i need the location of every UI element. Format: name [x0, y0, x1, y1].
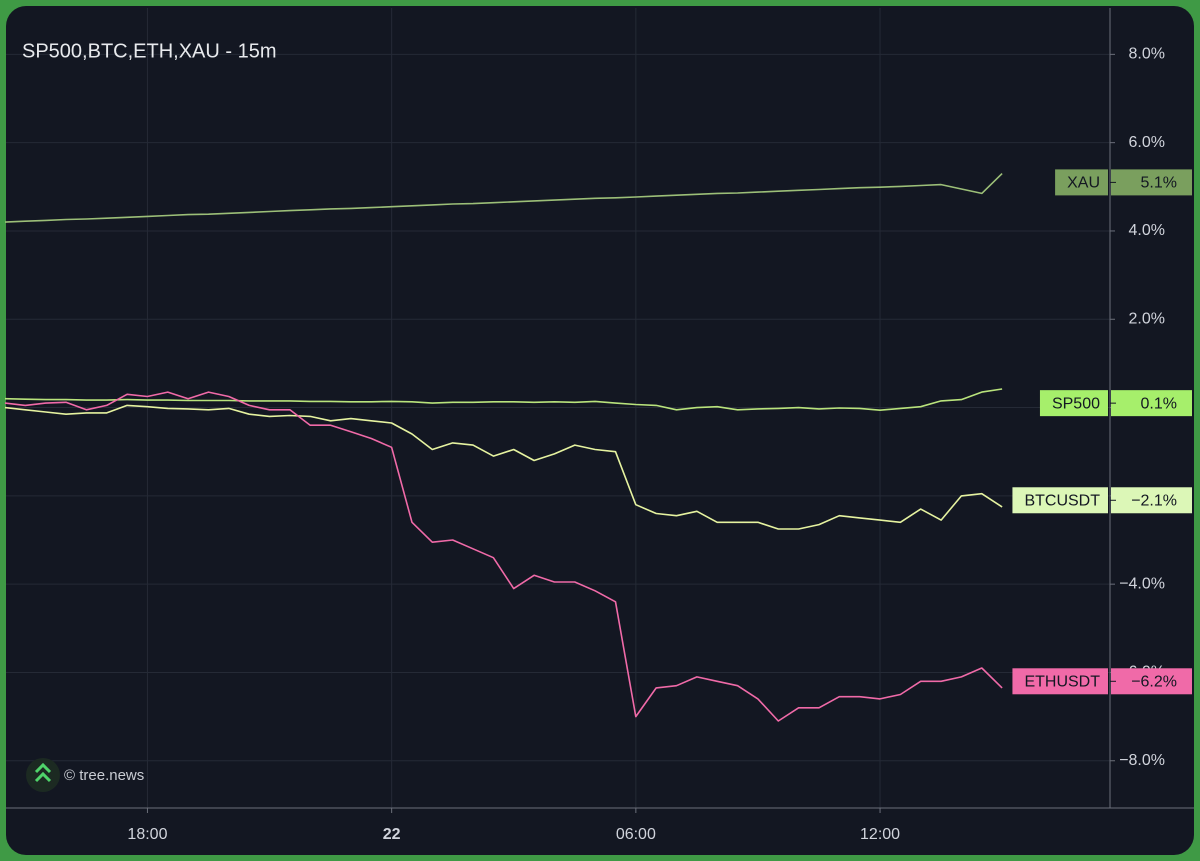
badge-value-bg [1111, 390, 1192, 417]
watermark-text: © tree.news [64, 767, 144, 784]
y-tick-label: −8.0% [1119, 752, 1165, 769]
badge-value-label: −6.2% [1131, 674, 1177, 691]
series-layer [4, 173, 1003, 722]
price-badge: ETHUSDT −6.2% [1012, 668, 1192, 695]
y-tick-label: 6.0% [1129, 134, 1165, 151]
legend-label: SP500 [1052, 395, 1100, 412]
price-badge: XAU 5.1% [1055, 169, 1192, 196]
badge-value-bg [1111, 169, 1192, 196]
grid-layer [6, 8, 1110, 808]
series-line [4, 404, 1003, 530]
badge-value-label: 5.1% [1141, 175, 1177, 192]
y-tick-label: 8.0% [1129, 46, 1165, 63]
y-tick-label: −4.0% [1119, 575, 1165, 592]
badge-name-bg [1039, 390, 1108, 417]
y-tick-label: 2.0% [1129, 310, 1165, 327]
badge-value-bg [1111, 668, 1192, 695]
badge-value-label: 0.1% [1141, 395, 1177, 412]
legend-label: XAU [1067, 175, 1100, 192]
badge-name-bg [1055, 169, 1108, 196]
chart-panel [6, 6, 1194, 855]
chart-title: SP500,BTC,ETH,XAU - 15m [22, 40, 277, 62]
badge-name-bg [1012, 487, 1108, 514]
legend-label: ETHUSDT [1024, 674, 1100, 691]
series-line [4, 173, 1003, 223]
watermark-icon-arrows [34, 762, 52, 783]
x-tick-label: 06:00 [616, 826, 656, 843]
x-tick-label: 18:00 [127, 826, 167, 843]
badge-name-bg [1012, 668, 1108, 695]
series-line [4, 391, 1003, 722]
price-badge: BTCUSDT −2.1% [1012, 487, 1192, 514]
price-badge: SP500 0.1% [1039, 390, 1192, 417]
legend-label: BTCUSDT [1024, 492, 1100, 509]
badge-value-bg [1111, 487, 1192, 514]
watermark: © tree.news [26, 758, 144, 792]
x-tick-label: 12:00 [860, 826, 900, 843]
badges-layer: XAU 5.1% SP500 0.1% BTCUSDT −2.1% ETHUSDT −6.2% [1012, 169, 1192, 695]
badge-value-label: −2.1% [1131, 492, 1177, 509]
series-line [4, 388, 1003, 411]
y-tick-label: 4.0% [1129, 222, 1165, 239]
x-tick-label: 22 [383, 826, 401, 843]
